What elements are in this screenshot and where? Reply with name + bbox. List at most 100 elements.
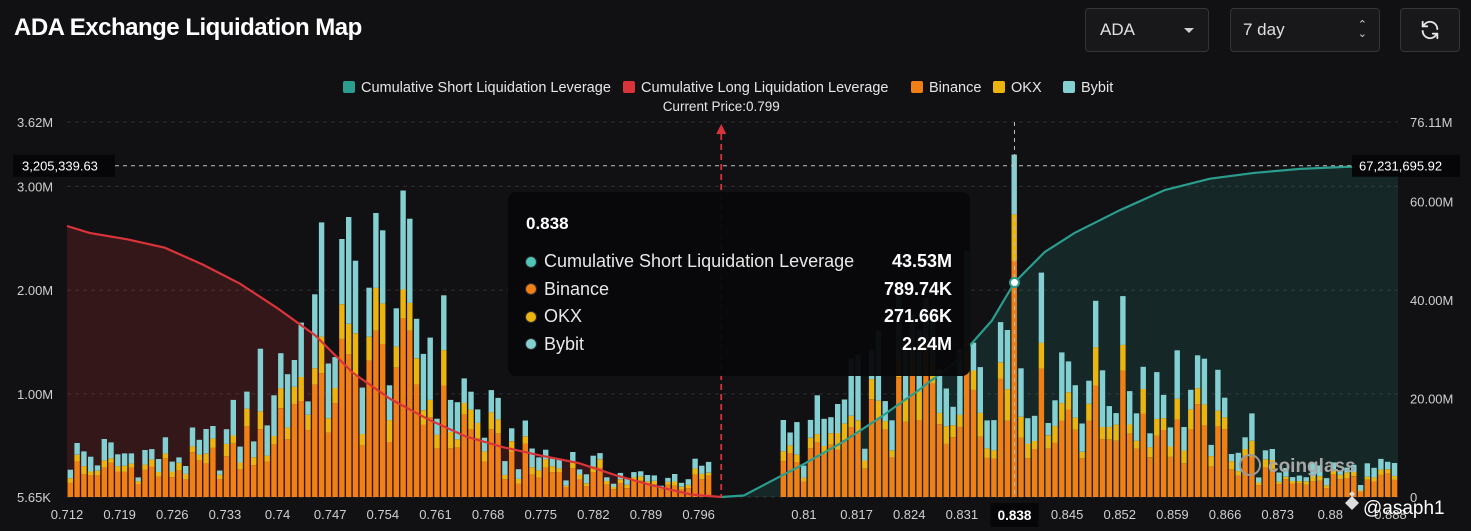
binance-bar [1031,449,1038,497]
binance-bar [1160,430,1167,497]
binance-bar [366,360,372,497]
binance-bar [223,456,230,497]
okx-bar [875,400,882,419]
symbol-select[interactable]: ADA [1085,8,1209,52]
okx-bar [1344,472,1350,478]
okx-bar [121,465,128,472]
okx-bar [997,362,1004,379]
binance-bar [604,484,610,497]
binance-bar [624,488,630,497]
okx-bar [155,472,162,477]
okx-bar [1072,417,1078,430]
okx-bar [638,476,644,481]
binance-bar [196,460,202,497]
binance-bar [1344,477,1350,497]
bybit-bar [495,397,501,420]
okx-bar [1330,469,1337,475]
okx-bar [502,474,508,480]
binance-bar [658,489,664,497]
bybit-bar [1391,463,1398,476]
okx-bar [1133,440,1140,449]
okx-bar [74,454,80,462]
binance-bar [1283,479,1289,497]
binance-bar [400,318,406,497]
okx-bar [149,459,155,467]
binance-bar [217,479,223,497]
x-tick: 0.817 [840,507,873,522]
bybit-bar [359,387,365,434]
binance-bar [536,477,542,497]
okx-bar [509,441,515,452]
chevron-down-icon [1184,27,1194,33]
binance-bar [685,488,691,497]
okx-bar [529,467,535,475]
okx-bar [1337,474,1343,480]
okx-bar [1059,403,1065,421]
bybit-bar [393,308,399,347]
bybit-bar [1194,355,1201,389]
binance-bar [251,465,257,497]
bybit-bar [855,355,861,421]
binance-bar [977,436,983,497]
binance-bar [495,433,501,497]
bybit-bar [427,337,433,400]
bybit-bar [814,395,820,435]
x-tick: 0.873 [1261,507,1294,522]
okx-bar [610,486,617,490]
okx-bar [271,436,277,445]
okx-bar [685,484,691,489]
okx-bar [1140,389,1146,414]
bybit-bar [149,449,155,460]
okx-bar [705,472,712,476]
okx-bar [407,302,413,331]
binance-bar [332,403,338,497]
okx-bar [604,481,610,485]
binance-bar [447,448,454,497]
binance-bar [651,484,657,497]
okx-bar [441,350,447,386]
refresh-button[interactable] [1400,8,1460,52]
y-left-tick: 5.65K [17,490,51,505]
okx-bar [244,408,250,427]
okx-bar [617,479,624,484]
x-tick: 0.888 [1374,507,1407,522]
binance-bar [1330,474,1337,497]
tooltip-label: Cumulative Short Liquidation Leverage [544,251,855,272]
okx-bar [1181,450,1187,464]
tooltip-label: OKX [544,306,583,327]
bybit-bar [1120,296,1126,345]
y-left-tick: 3.62M [17,115,53,130]
binance-bar [1154,436,1160,497]
binance-bar [88,475,94,497]
bybit-bar [576,469,583,475]
bybit-bar [447,399,454,433]
binance-bar [848,427,854,497]
bybit-bar [977,367,983,413]
bybit-bar [1269,449,1275,460]
bybit-bar [413,318,420,359]
x-tick: 0.768 [472,507,505,522]
binance-bar [291,404,298,497]
bybit-bar [1160,394,1167,419]
tooltip-value: 43.53M [891,251,952,272]
period-select[interactable]: 7 day ⌃ ⌄ [1230,8,1380,52]
bybit-bar [549,458,556,467]
okx-bar [115,466,121,472]
bybit-bar [325,363,332,419]
chart-axes: 5.65K 1.00M 2.00M 3.00M 3.62M 0 20.00M 40.00M 60… [17,115,1453,522]
bybit-bar [936,369,943,413]
crosshair-left-label: 3,205,339.63 [22,159,98,174]
binance-bar [1133,448,1140,497]
bybit-bar [957,349,963,415]
binance-bar [108,462,114,497]
bybit-bar [522,420,528,437]
bybit-bar [828,417,834,434]
okx-bar [257,411,264,430]
binance-bar [135,484,141,497]
bybit-bar [1147,433,1153,448]
okx-bar [1065,392,1072,410]
bybit-bar [610,483,617,487]
okx-bar [1385,469,1391,474]
tooltip-value: 2.24M [901,333,952,354]
